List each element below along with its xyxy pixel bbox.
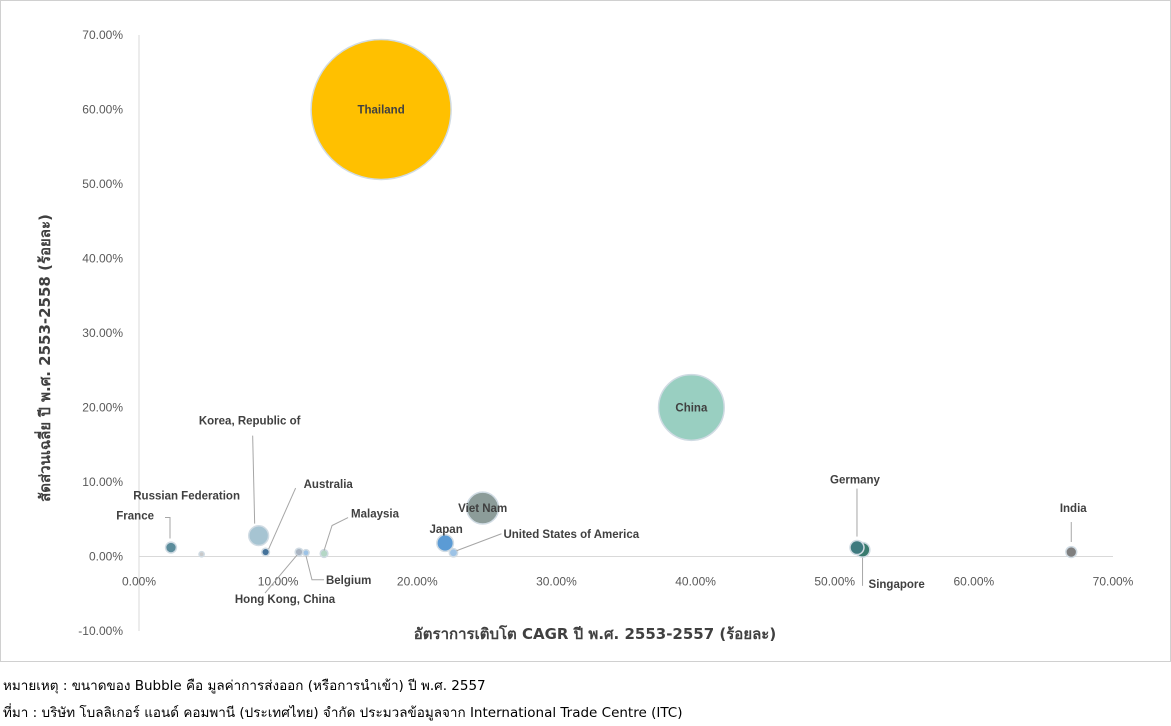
chart-axes: -10.00% 0.00% 10.00% 20.00% 30.00% 40.00% 50.0… — [78, 28, 1133, 638]
bubble-label: Hong Kong, China — [235, 594, 336, 606]
leader-line — [165, 517, 171, 539]
x-tick-label: 0.00% — [122, 575, 156, 589]
y-axis-title: สัดส่วนเฉลี่ย ปี พ.ศ. 2553-2558 (ร้อยละ) — [34, 214, 54, 502]
bubble-series — [164, 38, 1078, 559]
bubble-hong-kong-china — [294, 547, 304, 557]
footnote-note: หมายเหตุ : ขนาดของ Bubble คือ มูลค่าการส… — [3, 678, 486, 694]
chart-frame: -10.00% 0.00% 10.00% 20.00% 30.00% 40.00% 50.0… — [0, 0, 1171, 662]
x-axis-title: อัตราการเติบโต CAGR ปี พ.ศ. 2553-2557 (ร… — [414, 624, 776, 643]
bubble-label: China — [675, 403, 708, 415]
y-tick-label: 20.00% — [82, 401, 123, 415]
x-tick-label: 70.00% — [1093, 575, 1134, 589]
bubble-label: Thailand — [357, 105, 404, 117]
bubble-label: Malaysia — [351, 509, 400, 521]
y-tick-label: 40.00% — [82, 252, 123, 266]
leader-line — [323, 517, 349, 551]
bubble-malaysia — [319, 548, 329, 559]
y-tick-label: 0.00% — [89, 550, 123, 564]
leader-line — [268, 487, 297, 550]
bubble-label: Korea, Republic of — [199, 416, 301, 428]
bubble-label: Japan — [429, 524, 462, 536]
bubble-australia — [261, 547, 271, 557]
bubble-label: Belgium — [326, 575, 371, 587]
leader-line — [305, 555, 324, 581]
bubble-united-states-of-america — [448, 547, 459, 558]
footnote-source: ที่มา : บริษัท โบลลิเกอร์ แอนด์ คอมพานี … — [3, 705, 683, 721]
bubble-labels: Thailand China Viet Nam Japan United States … — [116, 105, 1087, 607]
y-tick-label: 10.00% — [82, 475, 123, 489]
bubble-thailand — [310, 38, 452, 181]
x-tick-label: 50.00% — [814, 575, 855, 589]
bubble-label: Russian Federation — [133, 490, 240, 502]
bubble-japan — [436, 534, 455, 553]
y-tick-label: -10.00% — [78, 624, 123, 638]
x-tick-label: 40.00% — [675, 575, 716, 589]
bubble-viet-nam — [465, 491, 500, 525]
leader-line — [252, 435, 256, 524]
y-tick-label: 50.00% — [82, 177, 123, 191]
x-tick-label: 20.00% — [397, 575, 438, 589]
bubble-label: Australia — [304, 479, 354, 491]
bubble-belgium — [302, 548, 310, 557]
bubble-chart: -10.00% 0.00% 10.00% 20.00% 30.00% 40.00% 50.0… — [34, 28, 1134, 643]
x-tick-label: 30.00% — [536, 575, 577, 589]
bubble-label: Viet Nam — [458, 503, 507, 515]
bubble-china — [657, 373, 725, 442]
bubble-label: Germany — [830, 475, 880, 487]
bubble-label: France — [116, 511, 154, 523]
y-tick-label: 30.00% — [82, 326, 123, 340]
leader-line — [456, 533, 502, 552]
y-tick-label: 70.00% — [82, 28, 123, 42]
bubble-label: United States of America — [503, 529, 639, 541]
y-tick-label: 60.00% — [82, 103, 123, 117]
bubble-france — [164, 541, 178, 554]
leader-line — [264, 554, 298, 594]
bubble-russian-federation — [198, 550, 205, 558]
bubble-label: India — [1060, 503, 1087, 515]
bubble-korea-republic-of — [248, 524, 270, 547]
x-tick-label: 10.00% — [258, 575, 299, 589]
bubble-label: Singapore — [869, 579, 925, 591]
x-tick-label: 60.00% — [954, 575, 995, 589]
bubble-germany — [849, 539, 865, 556]
label-leader-lines — [165, 435, 1072, 594]
bubble-india — [1065, 545, 1078, 559]
